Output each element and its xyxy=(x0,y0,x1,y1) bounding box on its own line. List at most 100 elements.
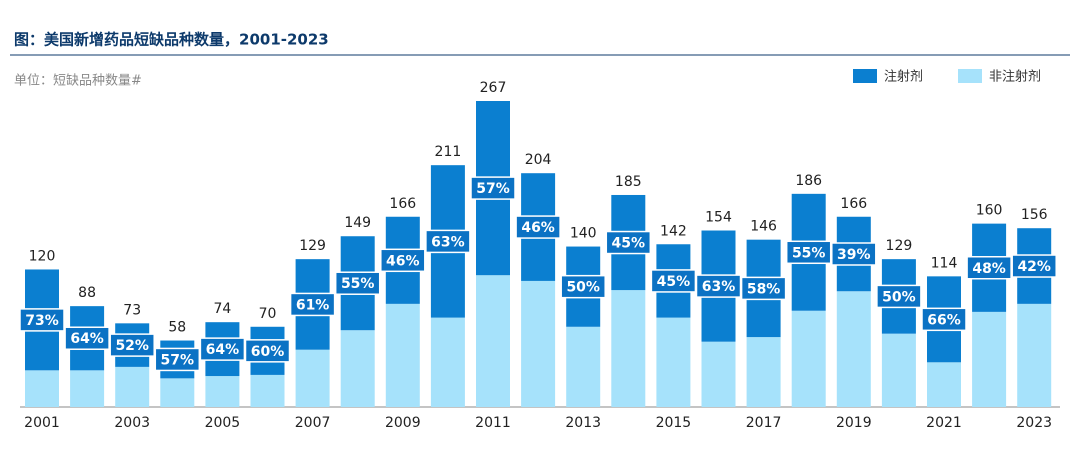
x-tick-label: 2015 xyxy=(656,415,692,431)
bar-segment xyxy=(476,275,510,407)
total-label: 114 xyxy=(931,255,958,271)
share-label: 60% xyxy=(251,344,285,360)
share-label: 73% xyxy=(25,313,59,329)
x-tick-label: 2005 xyxy=(205,415,241,431)
legend-swatch xyxy=(958,69,982,83)
share-label-box xyxy=(425,229,471,254)
x-tick-label: 2003 xyxy=(114,415,150,431)
bar-segment xyxy=(972,311,1007,407)
total-label: 140 xyxy=(570,226,597,242)
share-label: 50% xyxy=(566,280,600,296)
x-tick-label: 2001 xyxy=(24,415,60,431)
total-label: 88 xyxy=(78,285,96,301)
bar-segment xyxy=(385,303,420,407)
share-label-box xyxy=(650,269,697,293)
total-label: 58 xyxy=(168,320,186,336)
share-label: 52% xyxy=(115,338,149,354)
total-label: 154 xyxy=(705,210,732,226)
share-label-box xyxy=(19,308,65,332)
x-tick-label: 2019 xyxy=(836,415,872,431)
bar-segment xyxy=(340,330,375,407)
share-label-box xyxy=(244,339,291,363)
bar-segment xyxy=(611,290,646,407)
total-label: 156 xyxy=(1021,207,1048,223)
share-label-box xyxy=(380,248,426,273)
share-label: 46% xyxy=(386,253,420,269)
share-label-box xyxy=(64,326,110,350)
total-label: 204 xyxy=(525,152,552,168)
share-label: 46% xyxy=(521,220,555,236)
x-tick-label: 2013 xyxy=(565,415,601,431)
share-label-box xyxy=(109,333,155,357)
bar-segment xyxy=(927,362,961,407)
share-label: 64% xyxy=(206,342,240,358)
total-label: 185 xyxy=(615,174,642,190)
share-label: 61% xyxy=(296,297,330,313)
bar-segment xyxy=(1017,303,1052,407)
share-label: 39% xyxy=(837,247,871,263)
bar-segment xyxy=(160,378,195,407)
total-label: 70 xyxy=(259,306,277,322)
share-label-box xyxy=(740,276,787,301)
total-label: 73 xyxy=(123,302,141,318)
bar-segment xyxy=(25,370,59,407)
total-label: 160 xyxy=(976,203,1003,219)
share-label: 64% xyxy=(70,331,104,347)
x-tick-label: 2009 xyxy=(385,415,421,431)
bar-segment xyxy=(701,341,736,407)
share-label: 55% xyxy=(792,245,826,261)
share-label-box xyxy=(470,176,516,200)
share-label-box xyxy=(966,256,1012,280)
x-tick-label: 2021 xyxy=(926,415,962,431)
chart-subtitle: 单位：短缺品种数量# xyxy=(14,74,142,89)
share-label: 57% xyxy=(476,181,510,197)
bar-segment xyxy=(746,337,781,407)
total-label: 166 xyxy=(840,196,867,212)
total-label: 146 xyxy=(750,219,777,235)
share-label-box xyxy=(921,307,967,332)
share-label: 57% xyxy=(161,352,195,368)
share-label-box xyxy=(515,215,561,239)
chart-title: 图：美国新增药品短缺品种数量，2001-2023 xyxy=(14,31,329,49)
share-label: 45% xyxy=(612,236,646,252)
total-label: 149 xyxy=(344,215,371,231)
share-label-box xyxy=(1011,254,1057,278)
total-label: 129 xyxy=(886,238,913,254)
bar-segment xyxy=(836,291,871,407)
share-label-box xyxy=(334,271,381,295)
share-label-box xyxy=(199,337,246,361)
x-tick-label: 2017 xyxy=(746,415,782,431)
bar-segment xyxy=(566,326,601,407)
x-tick-label: 2011 xyxy=(475,415,511,431)
share-label: 45% xyxy=(657,274,691,290)
bar-segment xyxy=(250,374,285,407)
share-label: 42% xyxy=(1017,259,1051,275)
share-label-box xyxy=(154,347,201,372)
share-label: 66% xyxy=(927,312,961,328)
bar-segment xyxy=(881,333,916,407)
share-label: 58% xyxy=(747,281,781,297)
share-label: 55% xyxy=(341,276,375,292)
share-label: 48% xyxy=(972,261,1006,277)
bar-segment xyxy=(115,366,150,407)
share-label-box xyxy=(831,242,877,266)
x-tick-label: 2007 xyxy=(295,415,331,431)
share-label-box xyxy=(695,274,742,298)
total-label: 211 xyxy=(435,144,462,160)
share-label-box xyxy=(785,240,832,265)
total-label: 166 xyxy=(389,196,416,212)
total-label: 129 xyxy=(299,238,326,254)
bar-segment xyxy=(521,280,556,407)
total-label: 267 xyxy=(480,80,507,96)
bar-segment xyxy=(295,349,330,407)
legend-label: 注射剂 xyxy=(884,69,923,85)
share-label-box xyxy=(289,292,336,317)
total-label: 142 xyxy=(660,223,687,239)
total-label: 74 xyxy=(213,301,231,317)
bar-segment xyxy=(205,376,240,407)
share-label: 63% xyxy=(702,279,736,295)
share-label-box xyxy=(605,230,652,255)
share-label: 50% xyxy=(882,289,916,305)
